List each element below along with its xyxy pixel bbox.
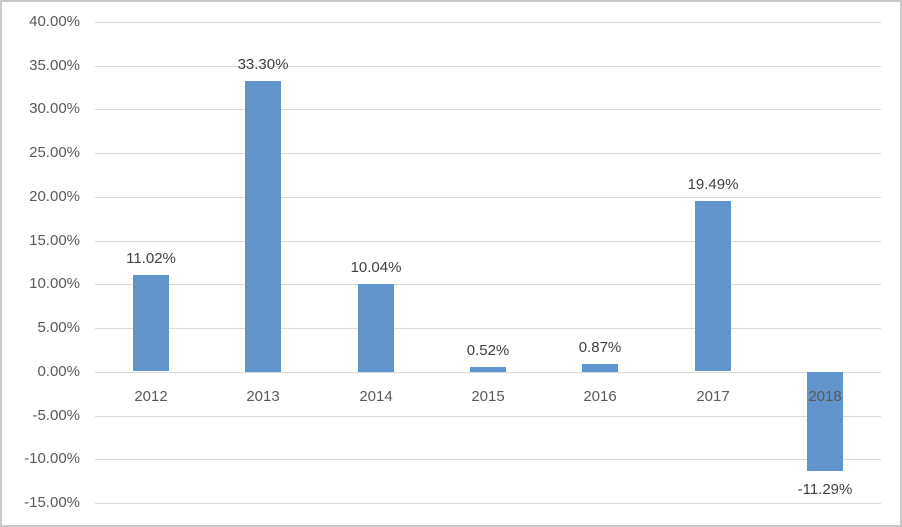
x-axis-category-label-2017: 2017 (696, 388, 730, 405)
y-axis-tick-label: 25.00% (29, 144, 80, 161)
x-axis-category-label-2012: 2012 (134, 388, 168, 405)
bar-value-label-2013: 33.30% (237, 56, 289, 73)
x-axis-category-label-2018: 2018 (808, 388, 842, 405)
y-axis-tick-label: 5.00% (37, 319, 80, 336)
bar-2018 (807, 372, 843, 471)
x-axis-category-label-2015: 2015 (471, 388, 505, 405)
bar-2014 (358, 284, 394, 372)
gridline (95, 22, 881, 23)
bar-2016 (582, 364, 618, 372)
x-axis-category-label-2014: 2014 (359, 388, 393, 405)
y-axis-tick-label: 30.00% (29, 100, 80, 117)
bar-2013 (245, 81, 281, 372)
x-axis-category-label-2013: 2013 (246, 388, 280, 405)
gridline (95, 197, 881, 198)
y-axis-tick-label: 15.00% (29, 232, 80, 249)
gridline (95, 66, 881, 67)
gridline (95, 328, 881, 329)
gridline (95, 416, 881, 417)
bar-2015 (470, 367, 506, 372)
gridline (95, 503, 881, 504)
y-axis-tick-label: -15.00% (24, 494, 80, 511)
bar-value-label-2016: 0.87% (578, 339, 622, 356)
y-axis-tick-label: 20.00% (29, 188, 80, 205)
y-axis-tick-label: 10.00% (29, 275, 80, 292)
y-axis-tick-label: 0.00% (37, 363, 80, 380)
gridline (95, 459, 881, 460)
bar-value-label-2014: 10.04% (350, 259, 402, 276)
gridline (95, 241, 881, 242)
bar-2017 (695, 201, 731, 371)
gridline (95, 153, 881, 154)
gridline (95, 372, 881, 373)
y-axis-tick-label: 40.00% (29, 13, 80, 30)
y-axis-tick-label: -10.00% (24, 450, 80, 467)
x-axis-category-label-2016: 2016 (583, 388, 617, 405)
gridline (95, 284, 881, 285)
bar-2012 (133, 275, 169, 371)
gridline (95, 109, 881, 110)
bar-value-label-2015: 0.52% (466, 342, 510, 359)
bar-value-label-2018: -11.29% (797, 481, 853, 498)
y-axis-tick-label: -5.00% (32, 407, 80, 424)
y-axis-tick-label: 35.00% (29, 57, 80, 74)
bar-value-label-2012: 11.02% (126, 250, 176, 267)
bar-value-label-2017: 19.49% (687, 176, 739, 193)
